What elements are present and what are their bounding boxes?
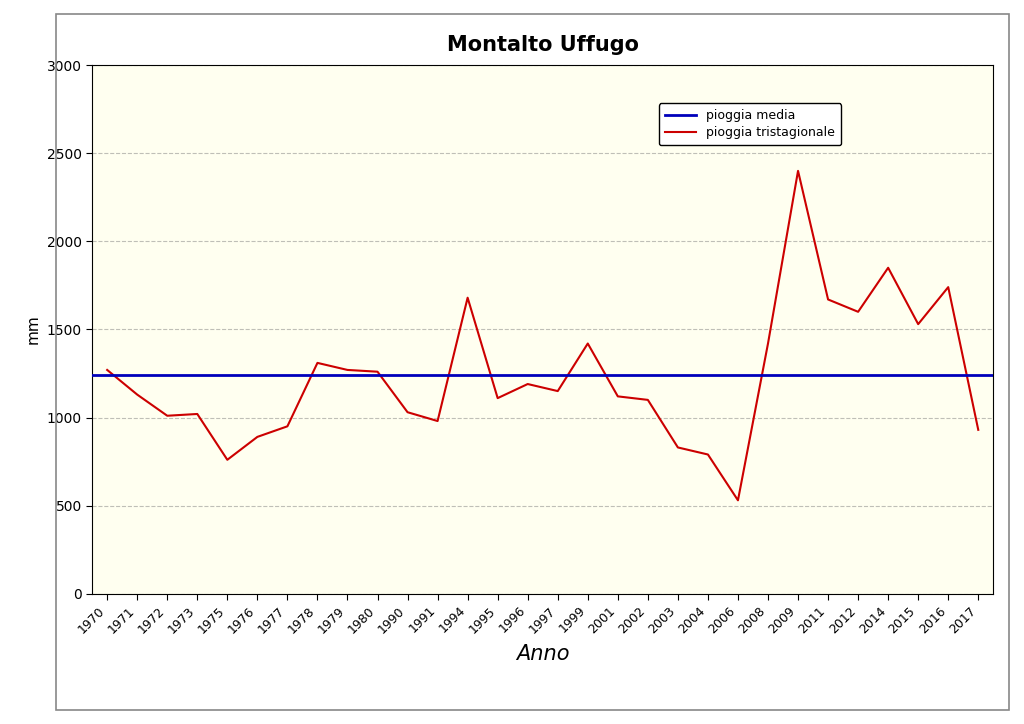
pioggia tristagionale xyxy=(282,422,294,431)
pioggia tristagionale xyxy=(431,417,443,426)
pioggia tristagionale xyxy=(131,390,143,399)
pioggia tristagionale xyxy=(311,358,324,367)
pioggia tristagionale xyxy=(972,426,984,434)
pioggia tristagionale xyxy=(642,395,654,404)
pioggia media xyxy=(131,371,143,379)
pioggia tristagionale xyxy=(221,455,233,464)
Legend: pioggia media, pioggia tristagionale: pioggia media, pioggia tristagionale xyxy=(658,103,842,146)
pioggia tristagionale xyxy=(732,496,744,505)
pioggia tristagionale xyxy=(521,379,534,388)
pioggia tristagionale xyxy=(582,339,594,348)
pioggia tristagionale xyxy=(701,450,714,459)
pioggia tristagionale xyxy=(552,387,564,395)
pioggia media xyxy=(101,371,114,379)
pioggia tristagionale xyxy=(341,366,353,374)
pioggia tristagionale xyxy=(161,411,173,420)
pioggia tristagionale xyxy=(462,293,474,302)
X-axis label: Anno: Anno xyxy=(516,644,569,664)
pioggia tristagionale xyxy=(101,366,114,374)
Line: pioggia tristagionale: pioggia tristagionale xyxy=(108,171,978,500)
pioggia tristagionale xyxy=(822,295,835,304)
pioggia tristagionale xyxy=(852,308,864,316)
pioggia tristagionale xyxy=(191,410,204,418)
pioggia tristagionale xyxy=(492,394,504,403)
pioggia tristagionale xyxy=(251,432,263,441)
pioggia tristagionale xyxy=(372,367,384,376)
pioggia tristagionale xyxy=(882,264,894,272)
pioggia tristagionale xyxy=(672,443,684,452)
pioggia tristagionale xyxy=(401,408,414,416)
pioggia tristagionale xyxy=(792,167,804,175)
pioggia tristagionale xyxy=(611,392,624,400)
pioggia tristagionale xyxy=(912,320,925,329)
Title: Montalto Uffugo: Montalto Uffugo xyxy=(446,35,639,55)
pioggia tristagionale xyxy=(762,339,774,348)
Y-axis label: mm: mm xyxy=(26,314,41,345)
pioggia tristagionale xyxy=(942,283,954,292)
